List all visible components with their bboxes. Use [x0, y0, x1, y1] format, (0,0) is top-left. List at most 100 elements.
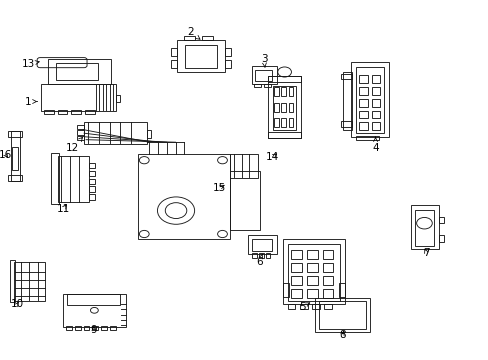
Bar	[77, 136, 84, 140]
Bar	[358, 87, 367, 95]
Bar	[171, 60, 177, 68]
Bar	[299, 304, 307, 309]
Bar	[177, 40, 224, 72]
Bar	[291, 289, 302, 298]
Text: 7: 7	[422, 248, 429, 258]
Bar	[71, 110, 81, 114]
Bar	[171, 48, 177, 56]
Text: 14: 14	[265, 152, 279, 162]
Bar	[84, 122, 146, 144]
Bar	[41, 84, 116, 111]
Bar	[319, 301, 366, 329]
Bar	[282, 239, 345, 304]
Bar	[350, 62, 388, 137]
Bar	[56, 63, 98, 80]
Bar	[92, 326, 98, 330]
Bar	[371, 87, 380, 95]
Text: 5: 5	[298, 302, 309, 312]
Bar	[89, 179, 95, 184]
Bar	[202, 36, 213, 40]
Bar	[8, 131, 22, 137]
Bar	[44, 110, 54, 114]
Bar	[288, 118, 293, 127]
Bar	[89, 194, 95, 200]
Bar	[259, 253, 263, 258]
Bar	[282, 283, 288, 297]
Bar	[273, 118, 278, 127]
Text: 16: 16	[0, 150, 13, 160]
Bar	[83, 326, 89, 330]
Bar	[66, 326, 72, 330]
Bar	[291, 250, 302, 259]
Bar	[288, 87, 293, 96]
Bar	[324, 304, 331, 309]
Bar	[315, 298, 369, 332]
Bar	[306, 250, 317, 259]
Text: 6: 6	[255, 254, 262, 267]
Bar	[287, 244, 340, 301]
Bar	[146, 130, 150, 138]
Text: 2: 2	[187, 27, 200, 39]
Bar	[138, 154, 229, 239]
Bar	[89, 186, 95, 192]
Bar	[287, 304, 295, 309]
Bar	[101, 326, 107, 330]
Bar	[67, 294, 120, 305]
Bar	[264, 84, 270, 87]
Bar	[89, 171, 95, 176]
Bar	[85, 110, 95, 114]
Bar	[291, 276, 302, 285]
Bar	[288, 103, 293, 112]
Bar	[273, 87, 278, 96]
Bar	[8, 175, 22, 181]
Bar	[438, 235, 443, 242]
Bar	[322, 289, 333, 298]
Text: 4: 4	[371, 137, 378, 153]
Bar	[89, 163, 95, 168]
Bar	[341, 121, 351, 127]
Bar	[248, 235, 276, 254]
Bar	[255, 70, 272, 81]
Bar	[116, 95, 120, 102]
Bar	[251, 239, 272, 251]
Bar	[281, 87, 285, 96]
Bar	[371, 75, 380, 83]
Bar	[281, 103, 285, 112]
Bar	[251, 66, 277, 84]
Bar	[62, 294, 126, 327]
Bar	[414, 210, 433, 246]
Bar	[358, 99, 367, 107]
Bar	[267, 76, 301, 138]
Bar	[306, 276, 317, 285]
Bar	[371, 99, 380, 107]
Bar	[358, 122, 367, 130]
Text: 1: 1	[25, 96, 37, 107]
Bar	[224, 48, 230, 56]
Bar	[343, 72, 351, 130]
Bar	[339, 283, 345, 297]
Bar	[77, 130, 84, 135]
Bar	[254, 84, 261, 87]
Bar	[11, 131, 20, 181]
Bar	[267, 132, 301, 138]
Bar	[322, 263, 333, 272]
Bar	[291, 263, 302, 272]
Bar	[371, 111, 380, 118]
Bar	[311, 304, 319, 309]
Bar	[438, 217, 443, 223]
Bar	[281, 118, 285, 127]
Bar	[224, 60, 230, 68]
Bar	[14, 262, 45, 301]
Bar	[58, 156, 89, 202]
Text: 8: 8	[338, 330, 345, 340]
Bar	[341, 74, 351, 79]
Bar	[48, 59, 110, 84]
Text: 15: 15	[212, 183, 225, 193]
Bar	[358, 75, 367, 83]
Bar	[355, 136, 379, 140]
Bar	[229, 154, 258, 178]
Text: 11: 11	[57, 204, 70, 214]
Bar	[273, 103, 278, 112]
Bar	[306, 263, 317, 272]
Bar	[272, 86, 296, 130]
